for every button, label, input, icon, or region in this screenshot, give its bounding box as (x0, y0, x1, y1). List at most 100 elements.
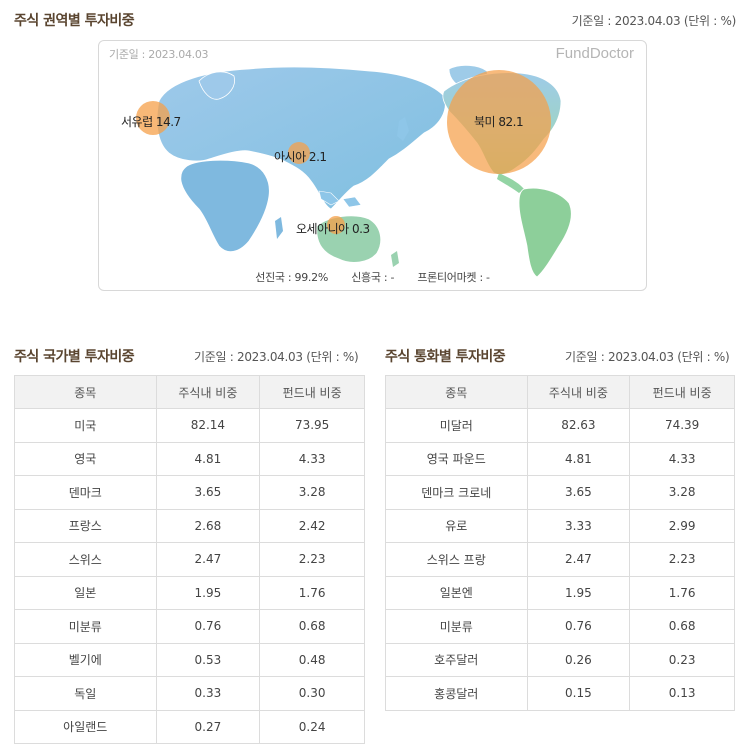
cell-stock-weight: 3.33 (526, 508, 631, 543)
cell-stock-weight: 4.81 (155, 441, 261, 476)
emerging-market-share: 신흥국 : - (351, 271, 395, 284)
header-stock-weight: 주식내 비중 (155, 375, 261, 409)
cell-item: 프랑스 (14, 508, 157, 543)
new-zealand-landmass (391, 251, 399, 267)
cell-stock-weight: 2.68 (155, 508, 261, 543)
label-oceania: 오세아니아 0.3 (296, 222, 370, 236)
cell-fund-weight: 0.23 (629, 642, 735, 677)
cell-fund-weight: 2.23 (259, 542, 365, 577)
label-western-europe: 서유럽 14.7 (121, 115, 181, 129)
world-map-graphic (136, 65, 572, 278)
table-row: 벨기에 0.53 0.48 (14, 642, 365, 677)
cell-fund-weight: 1.76 (629, 575, 735, 610)
cell-stock-weight: 2.47 (155, 542, 261, 577)
cell-fund-weight: 0.68 (629, 609, 735, 644)
cell-item: 스위스 (14, 542, 157, 577)
japan-landmass (397, 117, 409, 141)
table-row: 일본 1.95 1.76 (14, 575, 365, 610)
scandinavia-landmass (198, 71, 236, 100)
cell-item: 영국 (14, 441, 157, 476)
header-fund-weight: 펀드내 비중 (259, 375, 365, 409)
currency-table: 종목 주식내 비중 펀드내 비중 미달러 82.63 74.39 영국 파운드 4.81… (385, 375, 735, 711)
cell-fund-weight: 73.95 (259, 408, 365, 443)
cell-fund-weight: 0.48 (259, 642, 365, 677)
cell-fund-weight: 4.33 (629, 441, 735, 476)
cell-item: 덴마크 크로네 (385, 475, 528, 510)
currency-date-info: 기준일 : 2023.04.03 (단위 : %) (565, 350, 730, 364)
cell-fund-weight: 2.99 (629, 508, 735, 543)
table-row: 영국 파운드 4.81 4.33 (385, 441, 735, 476)
cell-stock-weight: 0.33 (155, 676, 261, 711)
cell-fund-weight: 0.13 (629, 676, 735, 711)
table-row: 미국 82.14 73.95 (14, 408, 365, 443)
cell-item: 홍콩달러 (385, 676, 528, 711)
cell-item: 미분류 (14, 609, 157, 644)
region-title: 주식 권역별 투자비중 (14, 13, 135, 29)
se-asia-islands (318, 190, 362, 208)
cell-item: 벨기에 (14, 642, 157, 677)
central-america-landmass (497, 173, 524, 193)
cell-item: 아일랜드 (14, 709, 157, 744)
table-row: 독일 0.33 0.30 (14, 676, 365, 711)
table-row: 미분류 0.76 0.68 (385, 609, 735, 644)
cell-stock-weight: 2.47 (526, 542, 631, 577)
cell-item: 호주달러 (385, 642, 528, 677)
cell-stock-weight: 0.53 (155, 642, 261, 677)
map-date: 기준일 : 2023.04.03 (109, 48, 209, 61)
map-footer: 선진국 : 99.2% 신흥국 : - 프론티어마켓 : - (99, 269, 646, 285)
africa-landmass (180, 159, 270, 252)
cell-stock-weight: 1.95 (155, 575, 261, 610)
table-row: 영국 4.81 4.33 (14, 441, 365, 476)
country-title: 주식 국가별 투자비중 (14, 349, 135, 365)
bubble-western-europe (136, 101, 170, 135)
cell-fund-weight: 3.28 (259, 475, 365, 510)
header-fund-weight: 펀드내 비중 (629, 375, 735, 409)
table-row: 덴마크 3.65 3.28 (14, 475, 365, 510)
currency-title: 주식 통화별 투자비중 (385, 349, 506, 365)
cell-stock-weight: 82.14 (155, 408, 261, 443)
cell-fund-weight: 0.24 (259, 709, 365, 744)
table-row: 홍콩달러 0.15 0.13 (385, 676, 735, 711)
cell-fund-weight: 1.76 (259, 575, 365, 610)
bubble-asia (288, 142, 310, 164)
cell-item: 미국 (14, 408, 157, 443)
frontier-market-share: 프론티어마켓 : - (417, 271, 490, 284)
cell-fund-weight: 0.30 (259, 676, 365, 711)
cell-stock-weight: 0.26 (526, 642, 631, 677)
label-north-america: 북미 82.1 (474, 115, 524, 129)
cell-item: 스위스 프랑 (385, 542, 528, 577)
cell-item: 일본 (14, 575, 157, 610)
cell-stock-weight: 0.15 (526, 676, 631, 711)
cell-stock-weight: 3.65 (526, 475, 631, 510)
cell-stock-weight: 3.65 (155, 475, 261, 510)
cell-fund-weight: 4.33 (259, 441, 365, 476)
cell-fund-weight: 2.42 (259, 508, 365, 543)
label-asia: 아시아 2.1 (274, 150, 327, 164)
table-row: 프랑스 2.68 2.42 (14, 508, 365, 543)
fund-doctor-logo: FundDoctor (555, 45, 634, 62)
south-america-landmass (518, 187, 572, 278)
cell-fund-weight: 0.68 (259, 609, 365, 644)
table-row: 스위스 2.47 2.23 (14, 542, 365, 577)
cell-item: 유로 (385, 508, 528, 543)
cell-item: 일본엔 (385, 575, 528, 610)
cell-stock-weight: 82.63 (526, 408, 631, 443)
eurasia-landmass (156, 66, 446, 210)
cell-stock-weight: 1.95 (526, 575, 631, 610)
header-item: 종목 (14, 375, 157, 409)
table-row: 유로 3.33 2.99 (385, 508, 735, 543)
bubble-north-america (447, 70, 551, 174)
cell-fund-weight: 3.28 (629, 475, 735, 510)
country-table-header: 종목 주식내 비중 펀드내 비중 (14, 375, 365, 409)
table-row: 일본엔 1.95 1.76 (385, 575, 735, 610)
table-row: 호주달러 0.26 0.23 (385, 642, 735, 677)
world-map: 기준일 : 2023.04.03 FundDoctor 서유럽 14.7 아시아… (98, 40, 647, 291)
madagascar-landmass (275, 217, 283, 239)
header-stock-weight: 주식내 비중 (526, 375, 631, 409)
cell-item: 독일 (14, 676, 157, 711)
bubble-oceania (327, 216, 345, 234)
cell-item: 미분류 (385, 609, 528, 644)
cell-stock-weight: 0.76 (155, 609, 261, 644)
cell-item: 영국 파운드 (385, 441, 528, 476)
cell-fund-weight: 2.23 (629, 542, 735, 577)
